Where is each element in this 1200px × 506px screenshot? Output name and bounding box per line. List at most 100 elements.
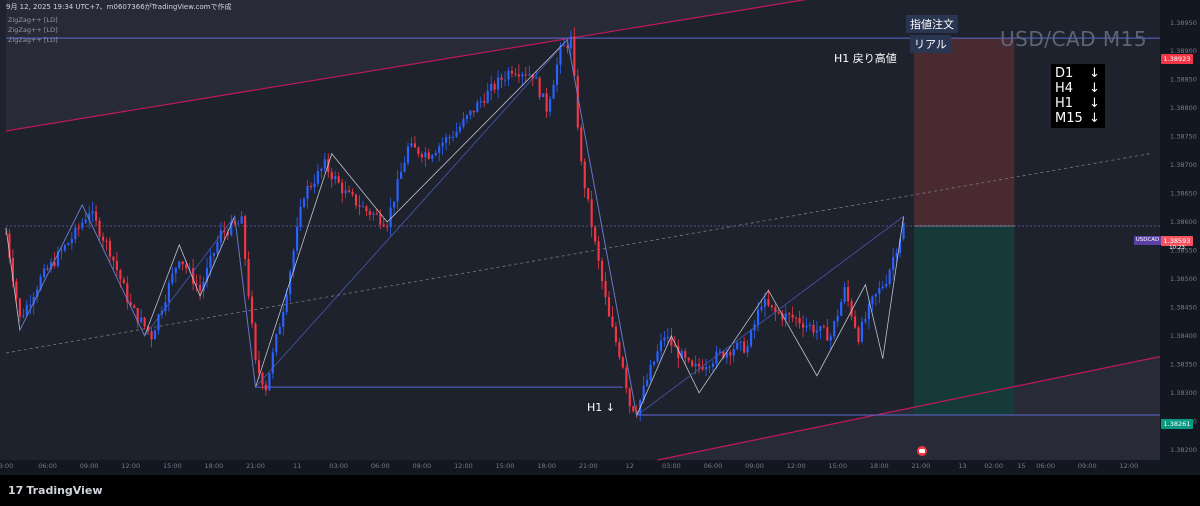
candle-body[interactable] — [455, 131, 458, 137]
candle-body[interactable] — [701, 366, 704, 370]
candle-body[interactable] — [15, 281, 18, 299]
candle-body[interactable] — [770, 305, 773, 308]
candle-body[interactable] — [181, 261, 184, 265]
candle-body[interactable] — [722, 351, 725, 358]
candle-body[interactable] — [434, 152, 437, 156]
candle-body[interactable] — [302, 198, 306, 207]
candle-body[interactable] — [18, 298, 21, 317]
candle-body[interactable] — [791, 314, 794, 318]
indicator-label[interactable]: ZigZag++ [LD] — [8, 16, 58, 24]
candle-body[interactable] — [545, 93, 548, 112]
candle-body[interactable] — [268, 373, 271, 391]
candle-body[interactable] — [843, 287, 846, 302]
candle-body[interactable] — [549, 98, 552, 112]
candle-body[interactable] — [361, 206, 365, 208]
candle-body[interactable] — [306, 186, 309, 199]
candle-body[interactable] — [555, 64, 559, 85]
candle-body[interactable] — [535, 77, 538, 79]
candle-body[interactable] — [781, 313, 784, 320]
candle-body[interactable] — [375, 213, 378, 215]
candle-body[interactable] — [358, 205, 361, 207]
candle-body[interactable] — [88, 213, 91, 220]
candle-body[interactable] — [864, 319, 867, 322]
candle-body[interactable] — [847, 287, 850, 302]
candle-body[interactable] — [611, 316, 614, 327]
candle-body[interactable] — [136, 308, 139, 323]
candle-body[interactable] — [101, 236, 105, 241]
candle-body[interactable] — [441, 142, 444, 147]
candle-body[interactable] — [576, 75, 579, 128]
candle-body[interactable] — [188, 268, 191, 270]
candle-body[interactable] — [431, 155, 434, 159]
candle-body[interactable] — [39, 276, 42, 290]
candle-body[interactable] — [538, 77, 541, 98]
candle-body[interactable] — [153, 330, 157, 340]
candle-body[interactable] — [836, 315, 839, 322]
candle-body[interactable] — [382, 224, 385, 227]
candle-body[interactable] — [344, 190, 347, 194]
candle-body[interactable] — [774, 307, 777, 313]
candle-body[interactable] — [70, 239, 73, 244]
candle-body[interactable] — [63, 245, 66, 251]
candle-body[interactable] — [341, 182, 344, 194]
candle-body[interactable] — [230, 221, 233, 236]
indicator-label[interactable]: ZigZag++ [LD] — [8, 36, 58, 44]
candle-body[interactable] — [195, 283, 198, 285]
candle-body[interactable] — [413, 143, 416, 148]
candle-body[interactable] — [795, 317, 798, 319]
candle-body[interactable] — [11, 257, 15, 282]
candle-body[interactable] — [271, 352, 274, 374]
candle-body[interactable] — [656, 351, 659, 362]
candle-body[interactable] — [115, 260, 118, 271]
candle-body[interactable] — [122, 279, 125, 284]
candle-body[interactable] — [874, 293, 877, 297]
candle-body[interactable] — [313, 183, 316, 187]
candle-body[interactable] — [819, 326, 822, 331]
candle-body[interactable] — [691, 360, 694, 367]
candle-body[interactable] — [323, 159, 326, 169]
candle-body[interactable] — [285, 294, 288, 313]
price-chart[interactable]: 1.390001.389501.389001.388501.388001.387… — [0, 0, 1200, 475]
candle-body[interactable] — [652, 361, 656, 365]
candle-body[interactable] — [143, 317, 146, 327]
candle-body[interactable] — [646, 379, 649, 386]
candle-body[interactable] — [763, 299, 767, 307]
candle-body[interactable] — [510, 70, 514, 74]
candle-body[interactable] — [514, 73, 517, 75]
indicator-label[interactable]: ZigZag++ [LD] — [8, 26, 58, 34]
candle-body[interactable] — [600, 260, 604, 282]
candle-body[interactable] — [642, 385, 645, 400]
channel-midline[interactable] — [5, 153, 1150, 354]
candle-body[interactable] — [451, 136, 455, 138]
candle-body[interactable] — [112, 256, 115, 261]
candle-body[interactable] — [244, 216, 247, 260]
candle-body[interactable] — [465, 115, 468, 119]
candle-body[interactable] — [49, 261, 53, 270]
candle-body[interactable] — [552, 84, 555, 99]
candle-body[interactable] — [698, 363, 701, 367]
candle-body[interactable] — [178, 261, 181, 268]
candle-body[interactable] — [670, 337, 673, 346]
candle-body[interactable] — [185, 264, 188, 269]
candle-body[interactable] — [632, 406, 635, 412]
candle-body[interactable] — [32, 296, 35, 305]
candle-body[interactable] — [198, 284, 202, 291]
candle-body[interactable] — [399, 171, 403, 179]
candle-body[interactable] — [524, 74, 527, 76]
candle-body[interactable] — [299, 206, 302, 227]
candle-body[interactable] — [677, 346, 680, 359]
candle-body[interactable] — [614, 326, 617, 342]
candle-body[interactable] — [205, 267, 209, 282]
candle-body[interactable] — [663, 337, 666, 341]
candle-body[interactable] — [445, 137, 448, 143]
candle-body[interactable] — [853, 316, 857, 328]
candle-body[interactable] — [316, 170, 319, 184]
candle-body[interactable] — [233, 221, 236, 224]
candle-body[interactable] — [296, 226, 299, 251]
candle-body[interactable] — [902, 222, 905, 239]
candle-body[interactable] — [542, 93, 545, 98]
tradingview-logo[interactable]: 17 TradingView — [8, 484, 103, 497]
candle-body[interactable] — [621, 357, 624, 368]
candle-body[interactable] — [372, 213, 375, 215]
candle-body[interactable] — [420, 154, 423, 158]
